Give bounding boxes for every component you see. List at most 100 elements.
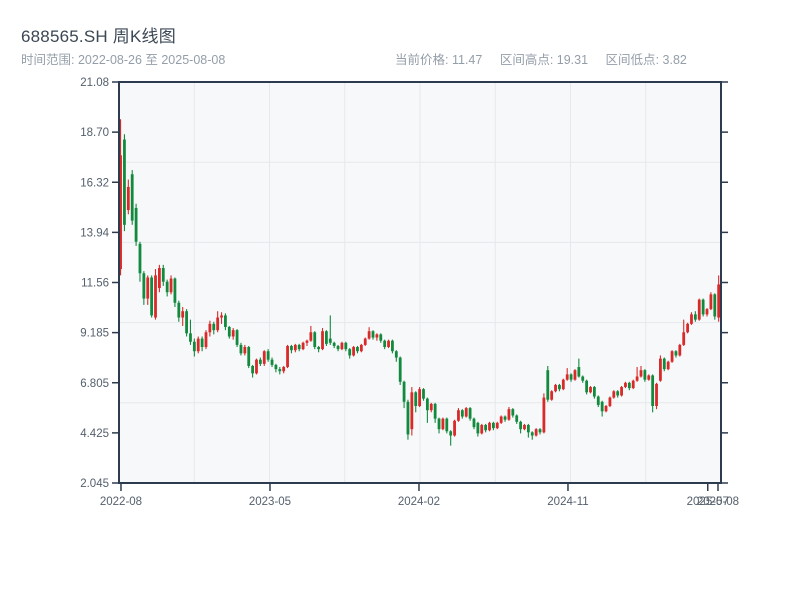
candle	[165, 279, 169, 297]
candle	[484, 423, 488, 433]
candle	[600, 400, 604, 417]
candle-body	[146, 277, 150, 299]
candle-body	[686, 323, 689, 333]
candle-body	[674, 351, 678, 356]
candle-body	[324, 331, 328, 344]
candle	[480, 423, 484, 435]
candle-body	[511, 409, 515, 416]
candle-body	[526, 424, 530, 433]
y-tick-label: 18.70	[80, 127, 109, 139]
candle	[604, 404, 608, 413]
candle-body	[433, 403, 437, 419]
candle-body	[414, 392, 418, 407]
candle-body	[569, 374, 573, 380]
candle-body	[476, 422, 480, 434]
candle-body	[558, 384, 561, 390]
candle-body	[348, 349, 352, 356]
candle	[705, 308, 709, 317]
candle	[697, 298, 701, 321]
candle-body	[126, 186, 130, 211]
candle	[235, 329, 239, 348]
candle	[224, 313, 227, 331]
candle	[449, 430, 453, 446]
candle	[616, 390, 620, 398]
candle-body	[565, 374, 569, 380]
candle	[581, 375, 585, 383]
candle-body	[635, 376, 639, 381]
candle	[313, 331, 317, 350]
candle	[686, 322, 689, 334]
candle	[678, 343, 682, 357]
candle	[340, 341, 344, 351]
candle-body	[418, 389, 422, 407]
candle-body	[138, 243, 142, 274]
page-title: 688565.SH 周K线图	[21, 27, 176, 46]
time-range-value: 2022-08-26 至 2025-08-08	[77, 53, 226, 67]
candle	[344, 341, 348, 352]
candle-body	[616, 391, 620, 396]
candle	[670, 350, 674, 363]
candle-body	[134, 207, 138, 242]
candle-body	[119, 155, 122, 270]
candle-body	[538, 429, 542, 433]
candle-body	[651, 375, 655, 407]
candle	[177, 300, 181, 322]
candle	[251, 364, 255, 378]
candle	[717, 275, 721, 322]
candle	[655, 382, 658, 410]
candle	[348, 348, 352, 359]
candle	[208, 320, 212, 337]
candle-body	[530, 432, 534, 436]
candle-body	[169, 278, 173, 293]
candle	[511, 408, 515, 418]
candle	[398, 356, 402, 385]
candle-body	[243, 347, 247, 354]
candle	[332, 341, 336, 349]
y-tick-label: 9.185	[80, 328, 109, 340]
candle	[643, 369, 647, 382]
candle-body	[608, 397, 612, 407]
candle-body	[391, 340, 394, 352]
candle-body	[208, 323, 212, 333]
candle-body	[216, 317, 220, 331]
candle	[422, 388, 425, 401]
candle-body	[398, 357, 402, 382]
candle	[123, 134, 126, 232]
candle-body	[204, 332, 208, 348]
candle-body	[251, 365, 255, 374]
candle-body	[445, 418, 449, 432]
candle-body	[313, 332, 317, 348]
candle	[476, 421, 480, 437]
candle	[565, 368, 569, 381]
candle	[371, 330, 375, 340]
candle-body	[321, 331, 324, 350]
candle	[391, 339, 394, 354]
candle-body	[231, 330, 235, 337]
candle	[558, 383, 561, 392]
candle-body	[177, 302, 181, 318]
candle-body	[130, 174, 134, 221]
candle-body	[561, 379, 565, 390]
candle	[542, 393, 546, 434]
candle	[530, 431, 534, 440]
candle	[503, 415, 507, 422]
candle	[119, 119, 122, 276]
candle	[383, 339, 387, 350]
candle	[709, 292, 713, 311]
candle-body	[189, 333, 192, 342]
time-range-label: 时间范围	[21, 53, 78, 67]
y-tick-label: 13.94	[80, 227, 109, 239]
candle	[278, 367, 282, 375]
candle	[693, 311, 697, 322]
candle-body	[356, 347, 359, 352]
candle	[464, 407, 468, 418]
candle	[255, 358, 258, 375]
candle	[328, 315, 332, 345]
candle-body	[589, 387, 592, 393]
candle	[247, 345, 251, 369]
candle-body	[612, 391, 616, 398]
candle	[231, 328, 235, 340]
candle-body	[181, 311, 185, 318]
x-tick-label: 2025-07	[687, 496, 729, 508]
candle	[526, 423, 530, 438]
